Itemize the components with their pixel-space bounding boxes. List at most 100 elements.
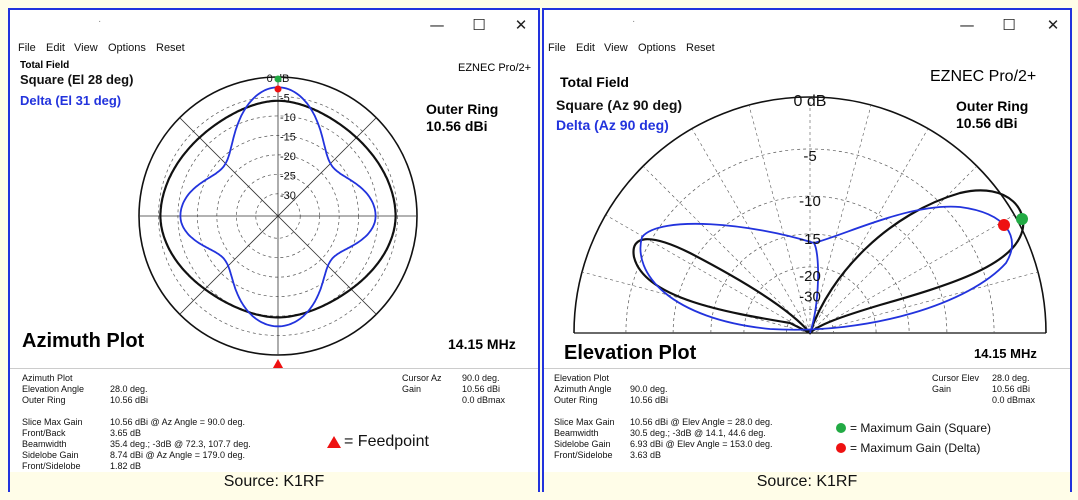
menu-options[interactable]: Options [638,42,676,54]
info-value: 10.56 dBi [110,395,149,405]
info-label: Elevation Angle [22,384,85,394]
frequency-label: 14.15 MHz [974,346,1037,361]
info-header: Azimuth Plot [22,373,73,383]
db-tick-label: 0 dB [794,93,827,110]
elevation-window: · — ☐ ✕ File Edit View Options Reset 0 d… [542,8,1072,492]
db-tick-label: -25 [280,170,296,182]
azimuth-window: · — ☐ ✕ File Edit View Options Reset 0 d… [8,8,540,492]
info-value: 10.56 dBi @ Elev Angle = 28.0 deg. [630,417,773,427]
elevation-plot-area[interactable]: 0 dB -5 -10 -15 -20 -30 Total Field Square (A… [544,58,1070,368]
db-tick-label: -30 [280,190,296,202]
menu-edit[interactable]: Edit [46,42,65,54]
info-label: Beamwidth [554,428,599,438]
minimize-button[interactable]: — [959,16,975,34]
grid-spoke [642,165,811,334]
info-value: 35.4 deg.; -3dB @ 72.3, 107.7 deg. [110,439,251,449]
info-value: 10.56 dBi [630,395,669,405]
info-header: Elevation Plot [554,373,610,383]
cursor-value: 10.56 dBi [462,384,501,394]
close-button[interactable]: ✕ [1046,16,1060,34]
info-label: Sidelobe Gain [554,439,611,449]
menu-edit[interactable]: Edit [576,42,595,54]
title-bar[interactable]: · — ☐ ✕ [10,10,538,40]
square-pattern-trace [159,99,397,319]
source-credit: Source: K1RF [544,472,1070,492]
info-label: Slice Max Gain [554,417,615,427]
menu-file[interactable]: File [18,42,36,54]
source-credit: Source: K1RF [10,472,538,492]
title-text: · [98,16,102,27]
menu-file[interactable]: File [548,42,566,54]
elevation-plot-title: Elevation Plot [564,342,697,364]
info-label: Outer Ring [22,395,66,405]
info-value: 10.56 dBi @ Az Angle = 90.0 deg. [110,417,245,427]
db-ring [786,309,834,334]
elevation-polar-plot[interactable]: 0 dB -5 -10 -15 -20 -30 [544,58,1070,368]
info-label: Front/Sidelobe [22,461,81,471]
total-field-label: Total Field [20,60,70,71]
maximize-button[interactable]: ☐ [1002,16,1016,34]
info-label: Azimuth Angle [554,384,612,394]
menu-bar: File Edit View Options Reset [544,40,1070,58]
total-field-label: Total Field [560,74,629,90]
delta-trace-label: Delta (El 31 deg) [20,93,122,108]
delta-trace-label: Delta (Az 90 deg) [556,117,669,133]
feedpoint-legend-text: = Feedpoint [344,433,429,450]
azimuth-plot-title: Azimuth Plot [22,330,145,352]
grid-spoke [809,128,929,334]
menu-view[interactable]: View [74,42,98,54]
db-tick-label: -5 [803,148,816,165]
frequency-label: 14.15 MHz [448,336,516,352]
outer-ring-value: 10.56 dBi [956,115,1018,131]
feedpoint-legend-triangle-icon [327,436,341,448]
square-trace-label: Square (El 28 deg) [20,72,134,87]
info-label: Front/Sidelobe [554,450,613,460]
grid-spoke [809,214,1015,334]
cursor-label: Cursor Az [402,373,442,383]
db-tick-label: -5 [280,92,290,104]
feedpoint-marker-icon [272,359,284,368]
azimuth-info-panel: Azimuth Plot Elevation Angle 28.0 deg. O… [10,368,538,472]
cursor-label: Gain [932,384,952,394]
app-name-label: EZNEC Pro/2+ [458,62,532,74]
info-label: Slice Max Gain [22,417,83,427]
menu-view[interactable]: View [604,42,628,54]
grid-spoke [809,165,978,334]
info-value: 8.74 dBi @ Az Angle = 179.0 deg. [110,450,245,460]
cursor-value: 0.0 dBmax [992,395,1036,405]
delta-pattern-trace [179,86,377,328]
app-name-label: EZNEC Pro/2+ [930,68,1037,85]
azimuth-polar-plot[interactable]: 0 dB-5-10-15-20-25-30 [10,58,538,368]
db-ring [710,233,910,334]
grid-spoke [179,117,377,315]
max-gain-square-marker [1016,213,1028,225]
menu-options[interactable]: Options [108,42,146,54]
outer-ring-title: Outer Ring [956,98,1029,114]
db-tick-label: -20 [799,268,821,285]
db-ring [625,148,995,334]
menu-reset[interactable]: Reset [686,42,715,54]
cursor-label: Gain [402,384,422,394]
minimize-button[interactable]: — [429,16,445,34]
info-value: 6.93 dBi @ Elev Angle = 153.0 deg. [630,439,773,449]
legend-square-text: = Maximum Gain (Square) [850,421,992,435]
db-tick-label: -10 [280,112,296,124]
title-bar[interactable]: · — ☐ ✕ [544,10,1070,40]
azimuth-plot-area[interactable]: 0 dB -5 -10 -15 -20 -25 -30 Total Field Square… [10,58,538,368]
info-value: 3.65 dB [110,428,142,438]
red-dot-icon [836,443,846,453]
maximize-button[interactable]: ☐ [472,16,486,34]
db-tick-label: -15 [280,131,296,143]
info-value: 3.63 dB [630,450,662,460]
info-value: 1.82 dB [110,461,142,471]
db-tick-label: -20 [280,151,296,163]
green-dot-icon [836,423,846,433]
legend-max-gain-delta: = Maximum Gain (Delta) [836,441,980,455]
info-value: 28.0 deg. [110,384,148,394]
grid-spoke [691,128,811,334]
grid-spoke [809,271,1039,334]
title-text: · [632,16,636,27]
menu-reset[interactable]: Reset [156,42,185,54]
legend-max-gain-square: = Maximum Gain (Square) [836,421,991,435]
close-button[interactable]: ✕ [514,16,528,34]
